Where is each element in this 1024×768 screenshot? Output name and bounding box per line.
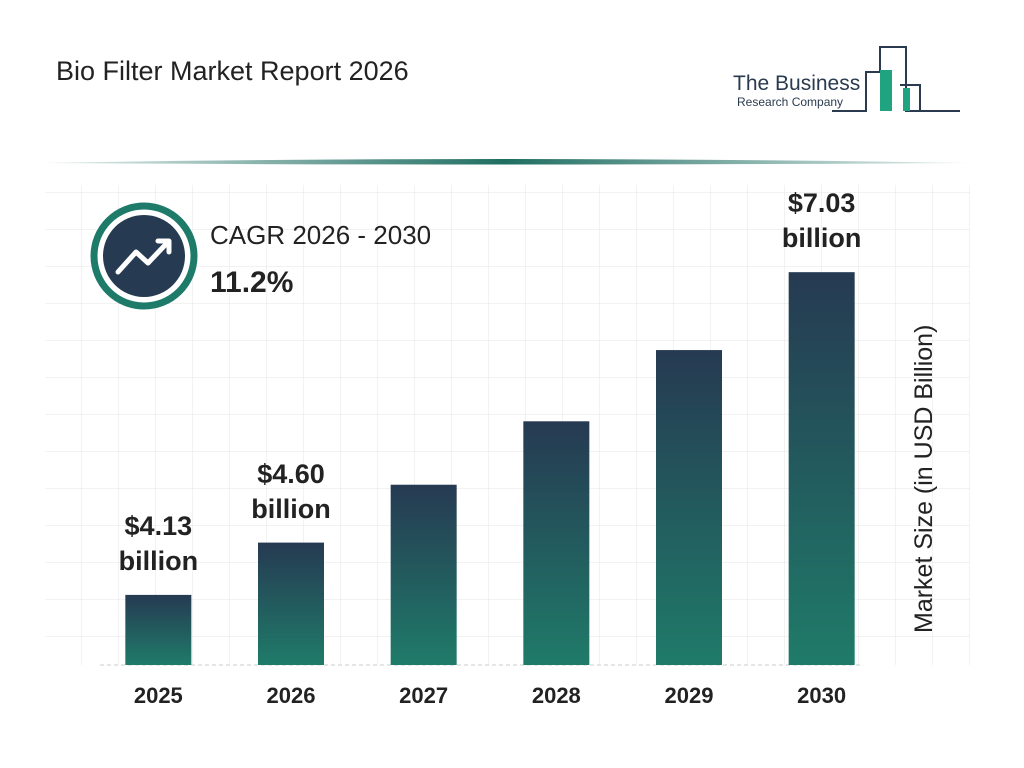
x-tick-label: 2026 xyxy=(266,683,316,708)
x-tick-label: 2028 xyxy=(531,683,581,708)
bar xyxy=(390,484,457,665)
cagr-value: 11.2% xyxy=(210,266,294,299)
bar xyxy=(523,421,590,665)
x-tick-label: 2025 xyxy=(133,683,183,708)
bar xyxy=(258,542,324,665)
y-axis-label: Market Size (in USD Billion) xyxy=(910,324,938,633)
x-tick-label: 2029 xyxy=(664,683,714,708)
logo xyxy=(832,46,960,112)
x-tick-label: 2030 xyxy=(797,683,847,708)
x-tick-label: 2027 xyxy=(399,683,449,708)
title: Bio Filter Market Report 2026 xyxy=(56,56,409,86)
cagr-icon xyxy=(115,238,172,275)
bar xyxy=(125,594,192,665)
bar xyxy=(788,272,855,665)
value-label: $4.13 billion xyxy=(118,510,199,576)
logo-text: Research Company xyxy=(737,95,844,109)
value-label: $7.03 billion xyxy=(781,188,862,254)
bar xyxy=(656,350,722,665)
value-label: $4.60 billion xyxy=(251,458,331,524)
logo-text: The Business xyxy=(733,72,861,95)
cagr-label: CAGR 2026 - 2030 xyxy=(210,220,432,250)
divider xyxy=(40,159,970,165)
